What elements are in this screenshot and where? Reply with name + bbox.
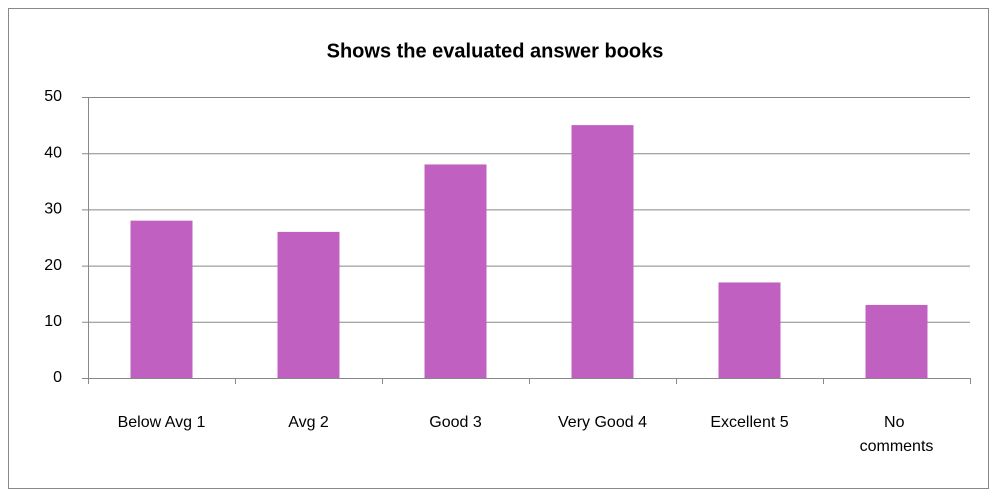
bar [718, 282, 781, 378]
y-tick-label: 30 [44, 201, 62, 218]
x-tick-label: Below Avg 1 [118, 414, 206, 431]
y-tick-label: 40 [44, 144, 62, 161]
x-tick-label: Good 3 [429, 414, 482, 431]
y-tick-label: 50 [44, 88, 62, 105]
x-tick-label: Avg 2 [288, 414, 329, 431]
x-tick-label: No comments [860, 414, 934, 455]
bar [277, 231, 340, 378]
y-tick-label: 0 [53, 369, 62, 386]
bar [424, 164, 487, 378]
bar [571, 125, 634, 378]
y-tick-label: 10 [44, 313, 62, 330]
bar [130, 220, 193, 378]
y-tick-label: 20 [44, 257, 62, 274]
x-tick-label: Excellent 5 [710, 414, 788, 431]
chart-title: Shows the evaluated answer books [327, 40, 664, 62]
x-tick-label: Very Good 4 [558, 414, 647, 431]
bar [865, 304, 928, 378]
